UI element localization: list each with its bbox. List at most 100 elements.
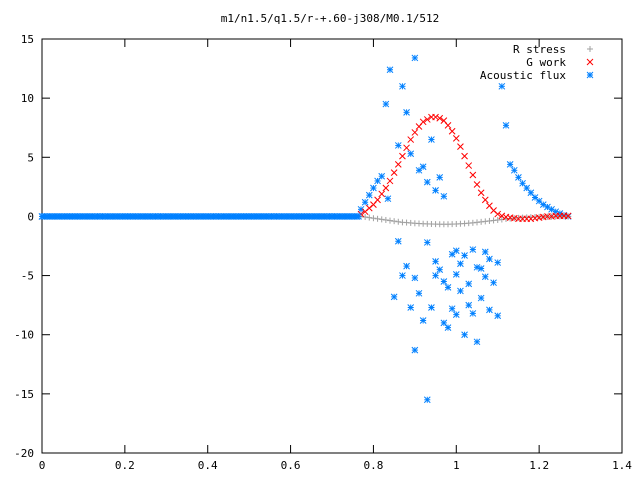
data-point (399, 152, 406, 160)
data-point (436, 174, 444, 181)
series-g-work (357, 113, 572, 223)
x-tick-label: 0.8 (363, 459, 383, 472)
x-tick-label: 0.4 (198, 459, 218, 472)
data-point (440, 278, 448, 285)
series-layer (38, 54, 572, 404)
data-point (481, 196, 489, 204)
data-point (465, 301, 473, 309)
x-tick-label: 1.2 (529, 459, 549, 472)
data-point (498, 82, 506, 90)
data-point (502, 121, 510, 129)
data-point (394, 237, 402, 245)
data-point (423, 178, 431, 186)
data-point (407, 150, 415, 158)
data-point (457, 260, 464, 268)
data-point (440, 319, 448, 327)
data-point (384, 195, 392, 203)
x-tick-label: 0 (39, 459, 46, 472)
data-point (370, 184, 377, 192)
data-point (436, 114, 444, 122)
data-point (481, 248, 489, 256)
y-tick-label: -15 (14, 388, 34, 401)
data-point (461, 152, 468, 160)
data-point (357, 205, 365, 213)
data-point (457, 143, 464, 150)
data-point (473, 263, 481, 271)
data-point (448, 305, 456, 313)
legend-marker (586, 71, 594, 79)
data-point (403, 144, 410, 152)
data-point (399, 272, 406, 279)
data-point (436, 266, 444, 274)
data-point (423, 239, 431, 246)
data-point (362, 214, 369, 221)
data-point (411, 129, 419, 136)
data-point (382, 184, 390, 192)
series-r-stress (358, 213, 572, 228)
data-point (465, 280, 473, 288)
series-acoustic-flux-baseline (38, 213, 362, 220)
data-point (477, 265, 485, 272)
data-point (444, 324, 452, 331)
data-point (378, 172, 386, 180)
data-point (486, 306, 493, 314)
data-point (378, 190, 386, 198)
data-point (403, 262, 410, 270)
legend-marker (586, 58, 594, 66)
data-point (515, 174, 522, 181)
data-point (452, 135, 460, 142)
y-tick-label: -20 (14, 447, 34, 460)
data-point (399, 82, 406, 90)
data-point (457, 287, 464, 295)
data-point (391, 218, 398, 225)
x-tick-label: 0.2 (115, 459, 135, 472)
data-point (411, 54, 419, 62)
x-tick-label: 1.4 (612, 459, 632, 472)
data-point (403, 108, 410, 116)
data-point (374, 215, 381, 222)
data-point (494, 210, 502, 218)
data-point (374, 196, 381, 204)
data-point (452, 247, 460, 255)
legend-label: Acoustic flux (480, 69, 566, 82)
data-point (374, 177, 381, 185)
data-point (386, 177, 394, 185)
data-point (390, 169, 398, 177)
data-point (419, 118, 427, 126)
data-point (510, 166, 518, 174)
data-point (477, 294, 485, 302)
data-point (469, 246, 477, 253)
data-point (382, 216, 389, 223)
data-point (411, 274, 419, 282)
y-tick-label: 5 (27, 151, 34, 164)
data-point (366, 214, 373, 221)
y-tick-label: -10 (14, 329, 34, 342)
data-point (370, 215, 377, 222)
data-point (444, 121, 452, 129)
data-point (415, 289, 423, 297)
data-point (432, 187, 439, 194)
data-point (432, 272, 439, 279)
data-point (498, 212, 506, 220)
data-point (494, 259, 502, 266)
data-point (490, 279, 497, 287)
data-point (564, 212, 572, 220)
data-point (386, 66, 394, 74)
data-point (473, 181, 481, 188)
data-point (394, 142, 402, 149)
data-point (411, 346, 419, 354)
data-point (395, 218, 402, 225)
x-tick-label: 1 (453, 459, 460, 472)
data-point (494, 312, 502, 320)
data-point (407, 304, 415, 311)
y-tick-label: -5 (21, 270, 34, 283)
data-point (486, 255, 493, 263)
data-point (469, 171, 477, 179)
data-point (481, 273, 489, 281)
series-acoustic-flux (38, 54, 572, 404)
y-tick-label: 15 (21, 33, 34, 46)
data-point (461, 331, 468, 339)
data-point (440, 192, 448, 200)
